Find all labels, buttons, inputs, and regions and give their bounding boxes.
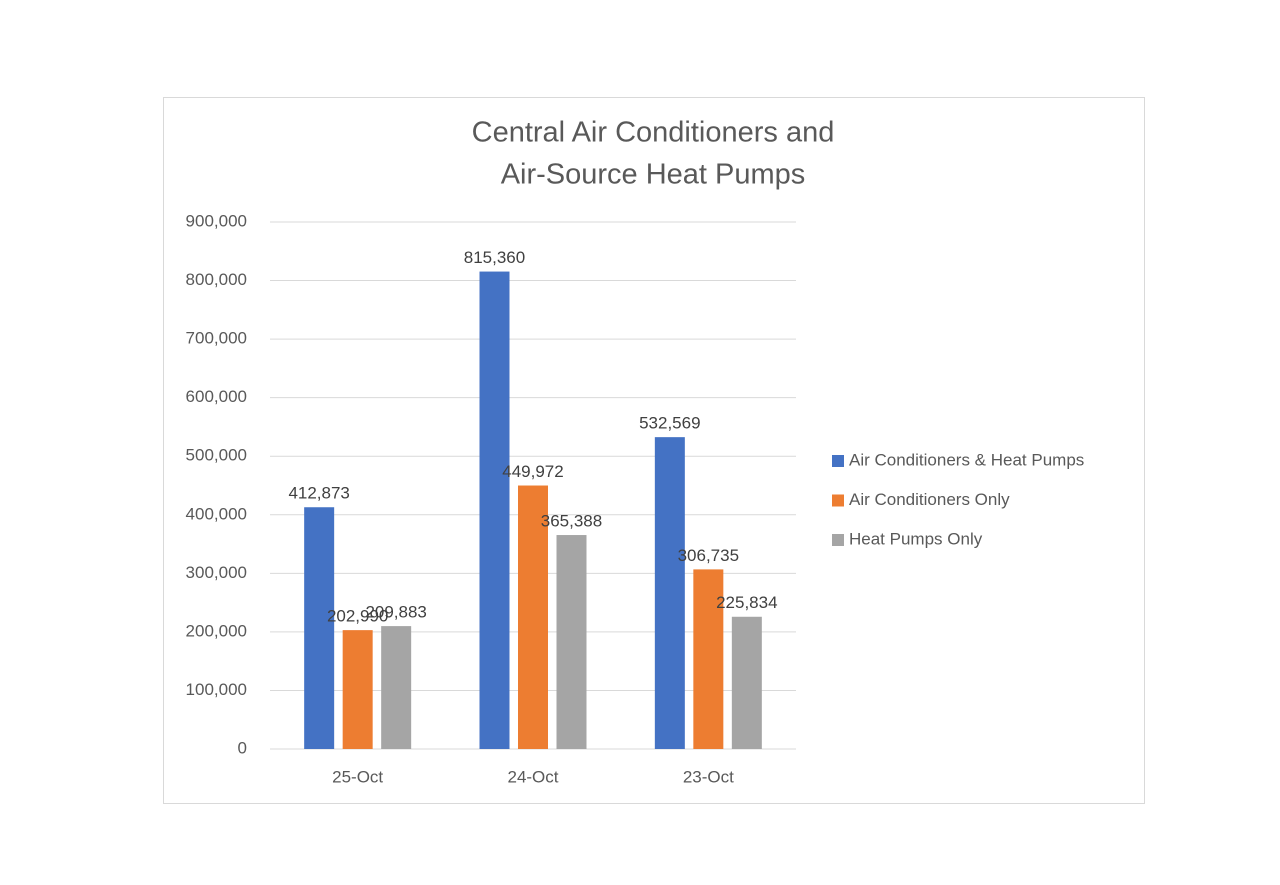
bar <box>342 630 373 749</box>
value-label: 365,388 <box>541 512 602 531</box>
bar <box>381 626 412 749</box>
bar <box>304 507 335 749</box>
legend-swatch <box>832 494 844 507</box>
bar <box>518 485 548 749</box>
bar <box>731 616 762 749</box>
bar <box>654 437 685 749</box>
legend-label: Heat Pumps Only <box>849 529 983 548</box>
y-tick-label: 700,000 <box>186 329 247 348</box>
chart-title: Air-Source Heat Pumps <box>501 159 806 191</box>
value-label: 209,883 <box>365 603 426 622</box>
y-tick-label: 0 <box>238 738 247 757</box>
y-tick-label: 800,000 <box>186 270 247 289</box>
bar <box>479 271 510 749</box>
value-label: 815,360 <box>464 248 525 267</box>
y-tick-label: 200,000 <box>186 621 247 640</box>
legend-label: Air Conditioners & Heat Pumps <box>849 450 1084 469</box>
legend-swatch <box>832 534 844 546</box>
x-tick-label: 25-Oct <box>332 767 383 786</box>
y-tick-label: 300,000 <box>186 563 247 582</box>
y-tick-label: 100,000 <box>186 680 247 699</box>
chart-title: Central Air Conditioners and <box>472 117 835 149</box>
legend-swatch <box>832 455 844 467</box>
value-label: 412,873 <box>288 484 349 503</box>
y-tick-label: 500,000 <box>186 446 247 465</box>
value-label: 449,972 <box>502 462 563 481</box>
value-label: 202,990 <box>327 607 388 626</box>
value-label: 306,735 <box>678 546 739 565</box>
legend-label: Air Conditioners Only <box>849 490 1010 509</box>
x-tick-label: 24-Oct <box>507 767 558 786</box>
value-label: 225,834 <box>716 593 777 612</box>
y-tick-label: 400,000 <box>186 504 247 523</box>
y-tick-label: 900,000 <box>186 211 247 230</box>
bar <box>693 569 724 749</box>
x-tick-label: 23-Oct <box>683 767 734 786</box>
bar <box>556 535 587 749</box>
y-tick-label: 600,000 <box>186 387 247 406</box>
value-label: 532,569 <box>639 414 700 433</box>
